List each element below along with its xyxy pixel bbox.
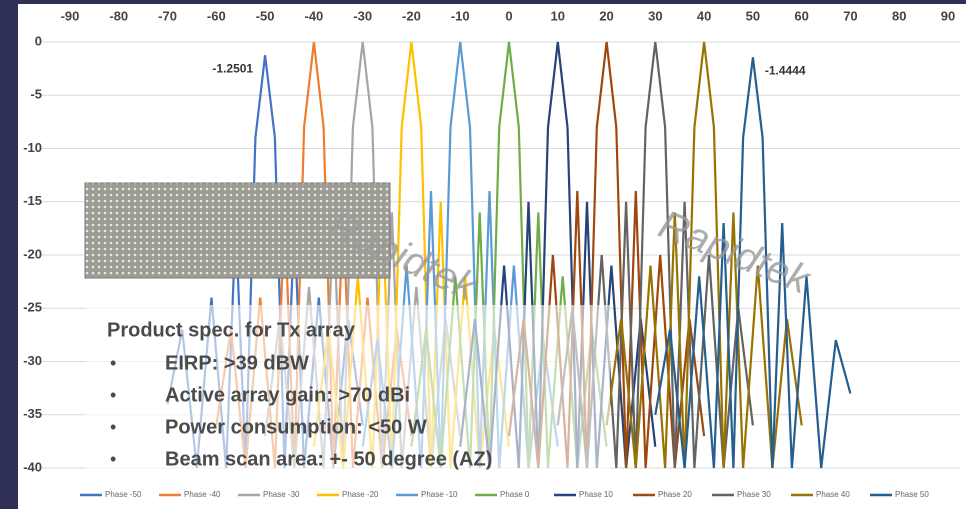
x-tick-label: 20 xyxy=(599,8,613,23)
x-tick-label: -60 xyxy=(207,8,226,23)
y-tick-label: -5 xyxy=(30,87,42,102)
legend-label: Phase -10 xyxy=(421,490,458,499)
bullet-dot: • xyxy=(110,385,116,405)
y-tick-label: -15 xyxy=(23,193,42,208)
x-tick-label: -70 xyxy=(158,8,177,23)
spec-bullet: Beam scan area: +- 50 degree (AZ) xyxy=(165,448,492,470)
x-tick-label: -20 xyxy=(402,8,421,23)
spec-bullet: Active array gain: >70 dBi xyxy=(165,384,410,406)
legend-label: Phase 0 xyxy=(500,490,530,499)
bullet-dot: • xyxy=(110,449,116,469)
left-band xyxy=(0,0,18,509)
y-tick-label: -35 xyxy=(23,406,42,421)
y-tick-label: -25 xyxy=(23,300,42,315)
legend-label: Phase 40 xyxy=(816,490,850,499)
bullet-dot: • xyxy=(110,417,116,437)
y-tick-label: -30 xyxy=(23,353,42,368)
y-tick-label: -40 xyxy=(23,459,42,474)
chart: 0 -5 -10 -15 -20 -25 -30 -35 -40 -90 -80 -70 -60 -50 -… xyxy=(0,0,966,509)
y-tick-label: -20 xyxy=(23,246,42,261)
y-tick-label: -10 xyxy=(23,140,42,155)
legend-label: Phase 30 xyxy=(737,490,771,499)
spec-bullet: EIRP: >39 dBW xyxy=(165,352,309,374)
legend-label: Phase 50 xyxy=(895,490,929,499)
x-tick-label: 60 xyxy=(794,8,808,23)
legend-label: Phase -50 xyxy=(105,490,142,499)
spec-bullet: Power consumption: <50 W xyxy=(165,416,427,438)
x-tick-label: 30 xyxy=(648,8,662,23)
x-tick-label: 10 xyxy=(551,8,565,23)
data-label: -1.2501 xyxy=(212,61,253,75)
x-tick-label: -40 xyxy=(304,8,323,23)
x-tick-label: -50 xyxy=(256,8,275,23)
x-tick-label: -30 xyxy=(353,8,372,23)
x-tick-label: 50 xyxy=(746,8,760,23)
legend-label: Phase -30 xyxy=(263,490,300,499)
x-tick-label: -10 xyxy=(451,8,470,23)
x-tick-label: 0 xyxy=(505,8,512,23)
legend-label: Phase -40 xyxy=(184,490,221,499)
data-label: -1.4444 xyxy=(765,64,806,78)
legend-label: Phase 10 xyxy=(579,490,613,499)
y-tick-label: 0 xyxy=(35,33,42,48)
top-band xyxy=(18,0,966,4)
legend-label: Phase 20 xyxy=(658,490,692,499)
bullet-dot: • xyxy=(110,353,116,373)
legend-label: Phase -20 xyxy=(342,490,379,499)
x-tick-label: 40 xyxy=(697,8,711,23)
x-tick-label: 90 xyxy=(941,8,955,23)
spec-title: Product spec. for Tx array xyxy=(107,319,356,341)
x-tick-label: 80 xyxy=(892,8,906,23)
x-tick-label: 70 xyxy=(843,8,857,23)
x-tick-label: -80 xyxy=(109,8,128,23)
x-tick-label: -90 xyxy=(61,8,80,23)
